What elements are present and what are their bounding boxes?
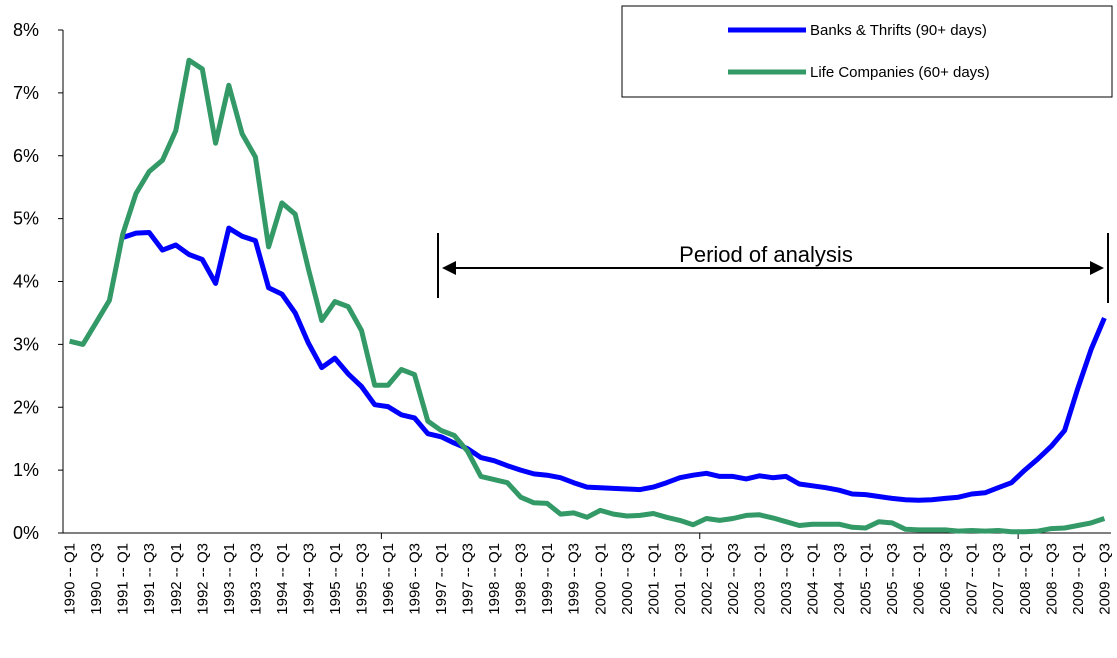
x-tick-label: 1990 -- Q3: [88, 543, 105, 615]
x-tick-label: 1994 -- Q3: [300, 543, 317, 615]
x-tick-label: 1997 -- Q1: [433, 543, 450, 615]
x-tick-label: 1999 -- Q1: [539, 543, 556, 615]
y-tick-label: 7%: [13, 83, 39, 103]
x-tick-label: 1993 -- Q3: [247, 543, 264, 615]
legend-label: Life Companies (60+ days): [810, 64, 990, 81]
x-tick-label: 1998 -- Q1: [486, 543, 503, 615]
arrow-head: [1090, 261, 1104, 275]
x-tick-label: 1992 -- Q1: [168, 543, 185, 615]
legend-box: [621, 5, 1113, 98]
x-tick-label: 2007 -- Q3: [990, 543, 1007, 615]
x-tick-label: 1994 -- Q1: [274, 543, 291, 615]
x-tick-label: 1998 -- Q3: [513, 543, 530, 615]
x-tick-label: 1996 -- Q1: [380, 543, 397, 615]
x-tick-label: 2004 -- Q1: [805, 543, 822, 615]
series-line: [69, 57, 1106, 535]
y-tick-label: 5%: [13, 209, 39, 229]
legend-label: Banks & Thrifts (90+ days): [810, 22, 987, 39]
x-tick-label: 2004 -- Q3: [831, 543, 848, 615]
x-tick-label: 2001 -- Q3: [672, 543, 689, 615]
x-tick-label: 2007 -- Q1: [964, 543, 981, 615]
y-tick-label: 4%: [13, 272, 39, 292]
y-tick-label: 3%: [13, 334, 39, 354]
x-tick-label: 2001 -- Q1: [645, 543, 662, 615]
legend: Banks & Thrifts (90+ days) Life Companies…: [621, 5, 1113, 98]
x-tick-label: 1990 -- Q1: [62, 543, 79, 615]
x-tick-label: 1997 -- Q3: [460, 543, 477, 615]
x-tick-label: 2000 -- Q3: [619, 543, 636, 615]
arrow-head: [442, 261, 456, 275]
x-tick-label: 2008 -- Q3: [1043, 543, 1060, 615]
y-tick-label: 0%: [13, 523, 39, 543]
x-tick-label: 1993 -- Q1: [221, 543, 238, 615]
x-tick-label: 2009 -- Q3: [1096, 543, 1113, 615]
x-tick-label: 1996 -- Q3: [407, 543, 424, 615]
x-tick-label: 2006 -- Q1: [911, 543, 928, 615]
series-line: [121, 225, 1107, 503]
y-tick-label: 6%: [13, 146, 39, 166]
x-tick-label: 2003 -- Q3: [778, 543, 795, 615]
x-tick-label: 2002 -- Q1: [698, 543, 715, 615]
y-tick-label: 2%: [13, 397, 39, 417]
x-tick-label: 2003 -- Q1: [751, 543, 768, 615]
x-tick-label: 1991 -- Q1: [115, 543, 132, 615]
x-tick-label: 2009 -- Q1: [1070, 543, 1087, 615]
y-tick-label: 1%: [13, 460, 39, 480]
x-tick-label: 1999 -- Q3: [566, 543, 583, 615]
x-tick-label: 1992 -- Q3: [194, 543, 211, 615]
x-tick-label: 2000 -- Q1: [592, 543, 609, 615]
x-tick-label: 2006 -- Q3: [937, 543, 954, 615]
x-tick-label: 1995 -- Q3: [353, 543, 370, 615]
y-tick-label: 8%: [13, 20, 39, 40]
x-tick-label: 2002 -- Q3: [725, 543, 742, 615]
x-tick-label: 2008 -- Q1: [1017, 543, 1034, 615]
annotation-text: Period of analysis: [679, 242, 853, 267]
x-tick-label: 1995 -- Q1: [327, 543, 344, 615]
x-tick-label: 2005 -- Q1: [858, 543, 875, 615]
x-tick-label: 2005 -- Q3: [884, 543, 901, 615]
x-tick-label: 1991 -- Q3: [141, 543, 158, 615]
annotation: Period of analysis: [437, 233, 1109, 303]
